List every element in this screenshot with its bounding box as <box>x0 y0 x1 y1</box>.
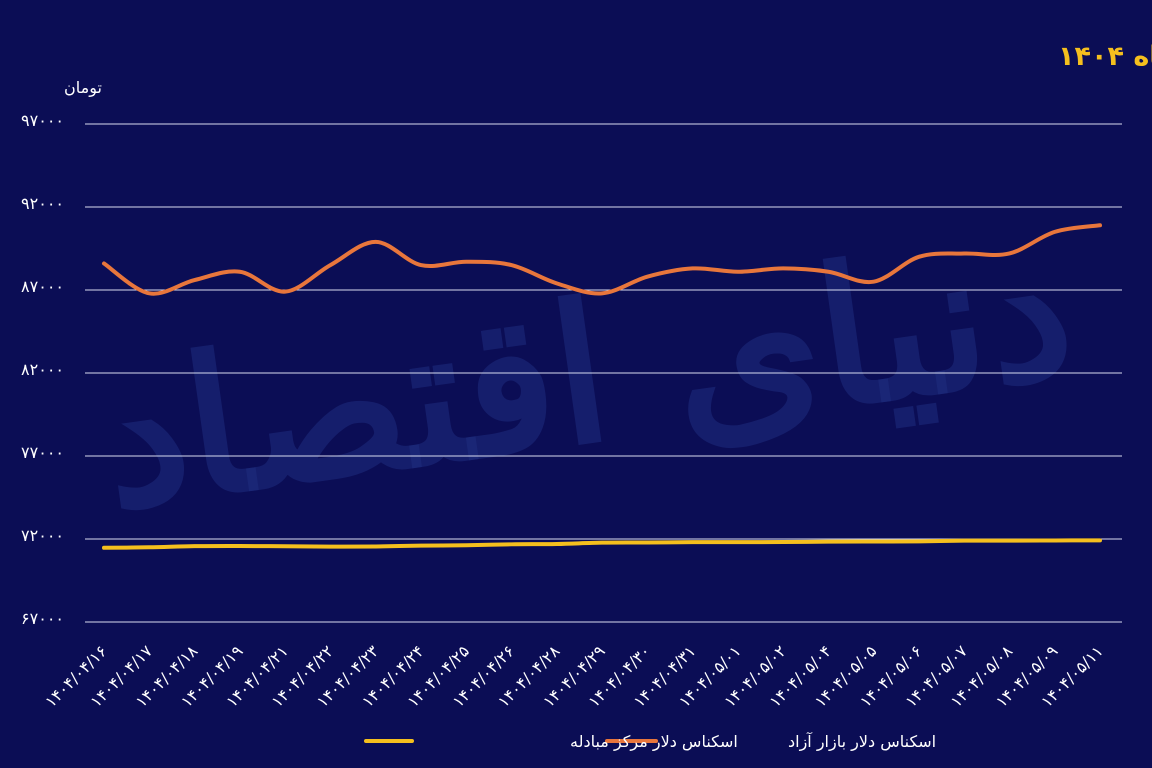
y-tick-label: ۷۷۰۰۰ <box>21 443 64 462</box>
gridlines <box>85 123 1122 623</box>
y-axis-unit-label: تومان <box>64 78 102 98</box>
legend: اسکناس دلار بازار آزاد اسکناس دلار مرکز … <box>364 732 936 752</box>
y-axis-ticks: ۹۷۰۰۰ ۹۲۰۰۰ ۸۷۰۰۰ ۸۲۰۰۰ ۷۷۰۰۰ ۷۲۰۰۰ ۶۷۰۰۰ <box>21 111 64 628</box>
series-line-free-market <box>102 223 1102 296</box>
watermark: دنیای اقتصاد <box>88 195 1085 552</box>
y-tick-label: ۸۲۰۰۰ <box>21 360 64 379</box>
y-tick-label: ۸۷۰۰۰ <box>21 277 64 296</box>
y-tick-label: ۷۲۰۰۰ <box>21 526 64 545</box>
legend-label-free-market: اسکناس دلار بازار آزاد <box>788 732 936 752</box>
chart-title: قیمت اسکناس دلار بازار آزاد و اسکناس دلا… <box>1058 39 1152 72</box>
y-tick-label: ۶۷۰۰۰ <box>21 609 64 628</box>
x-axis-ticks: ۱۴۰۴/۰۴/۱۶۱۴۰۴/۰۴/۱۷۱۴۰۴/۰۴/۱۸۱۴۰۴/۰۴/۱۹… <box>41 641 1107 711</box>
series-line-exchange-center <box>102 538 1102 550</box>
legend-label-exchange-center: اسکناس دلار مرکز مبادله <box>570 732 738 752</box>
series-lines <box>102 223 1102 550</box>
y-tick-label: ۹۷۰۰۰ <box>21 111 64 130</box>
y-tick-label: ۹۲۰۰۰ <box>21 194 64 213</box>
